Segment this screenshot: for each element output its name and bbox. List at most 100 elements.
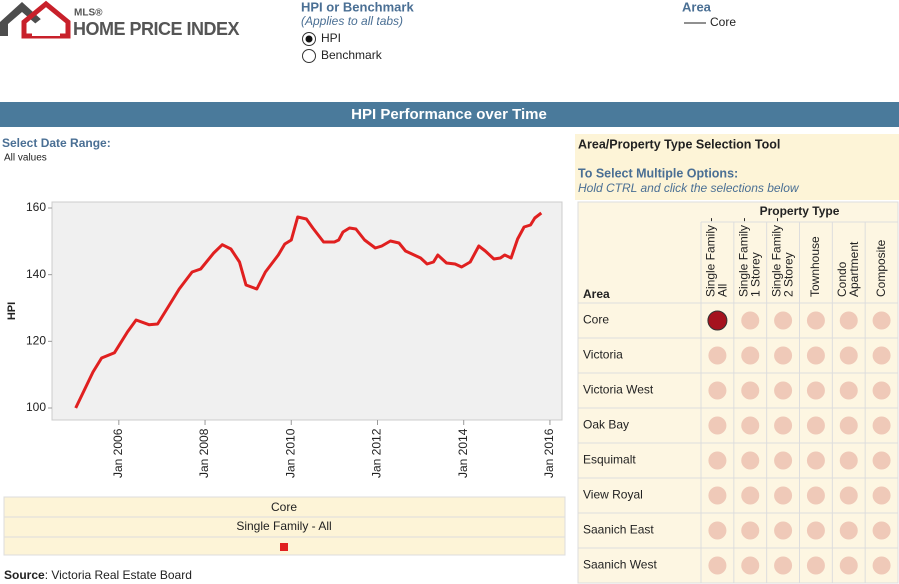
selection-dot[interactable] — [774, 346, 793, 365]
banner: HPI Performance over Time — [351, 106, 547, 123]
selection-dot[interactable] — [839, 556, 858, 575]
property-type[interactable]: Apartment — [847, 241, 861, 297]
area-name[interactable]: Core — [583, 313, 609, 327]
selection-dot[interactable] — [872, 346, 891, 365]
selection-dot[interactable] — [806, 451, 825, 470]
selection-dot[interactable] — [774, 486, 793, 505]
selection-dot[interactable] — [708, 346, 727, 365]
selection-dot[interactable] — [839, 346, 858, 365]
selection-dot[interactable] — [839, 451, 858, 470]
selection-dot[interactable] — [741, 346, 760, 365]
selection-dot[interactable] — [774, 311, 793, 330]
source-label: Source — [4, 568, 45, 582]
property-type[interactable]: Single Family - — [704, 218, 718, 297]
date-range-label: Select Date Range: — [2, 136, 111, 150]
banner-bar — [0, 102, 899, 127]
area-name[interactable]: Victoria West — [583, 383, 654, 397]
legend-area: Core — [271, 500, 297, 514]
selection-dot[interactable] — [708, 521, 727, 540]
y-tick-label: 100 — [26, 400, 46, 414]
selection-dot[interactable] — [774, 416, 793, 435]
selection-dot[interactable] — [708, 556, 727, 575]
x-tick-label: Jan 2014 — [456, 428, 470, 478]
y-tick-label: 120 — [26, 334, 46, 348]
column-group: Property Type — [760, 204, 840, 218]
x-tick-label: Jan 2016 — [542, 428, 556, 478]
selection-dot[interactable] — [741, 451, 760, 470]
selection-dot[interactable] — [708, 451, 727, 470]
selection-dot[interactable] — [708, 486, 727, 505]
selection-dot[interactable] — [741, 521, 760, 540]
property-type[interactable]: 1 Storey — [748, 252, 762, 297]
selector-header — [575, 134, 899, 200]
selection-dot[interactable] — [806, 416, 825, 435]
area-name[interactable]: Saanich West — [583, 558, 657, 572]
measure-note: (Applies to all tabs) — [301, 14, 403, 28]
selection-dot[interactable] — [741, 416, 760, 435]
selection-dot[interactable] — [806, 521, 825, 540]
selection-dot[interactable] — [872, 521, 891, 540]
selection-dot[interactable] — [839, 381, 858, 400]
selection-dot[interactable] — [774, 381, 793, 400]
y-axis-label: HPI — [6, 302, 18, 320]
property-type[interactable]: All — [716, 284, 730, 297]
property-type[interactable]: Single Family - — [736, 218, 750, 297]
selection-dot[interactable] — [707, 310, 728, 331]
property-type[interactable]: Condo — [835, 261, 849, 297]
radio[interactable] — [302, 49, 316, 63]
date-range-value: All values — [4, 153, 47, 164]
legend-property-type: Single Family - All — [236, 519, 331, 533]
line-series — [74, 211, 543, 409]
selection-dot[interactable] — [806, 486, 825, 505]
selection-dot[interactable] — [741, 381, 760, 400]
selection-dot[interactable] — [872, 416, 891, 435]
area-header: Area — [583, 287, 610, 301]
selection-dot[interactable] — [774, 451, 793, 470]
selection-dot[interactable] — [839, 311, 858, 330]
x-tick-label: Jan 2010 — [283, 428, 297, 478]
legend-swatch — [280, 543, 288, 551]
selection-dot[interactable] — [872, 311, 891, 330]
selection-dot[interactable] — [839, 416, 858, 435]
measure-title: HPI or Benchmark — [301, 0, 414, 14]
source-text: : Victoria Real Estate Board — [45, 568, 192, 582]
logo — [0, 0, 71, 39]
selection-dot[interactable] — [774, 556, 793, 575]
area-name[interactable]: Esquimalt — [583, 453, 636, 467]
selection-dot[interactable] — [872, 451, 891, 470]
product: HOME PRICE INDEX — [73, 19, 240, 39]
property-type[interactable]: 2 Storey — [781, 252, 795, 297]
selection-dot[interactable] — [872, 556, 891, 575]
selection-dot[interactable] — [708, 381, 727, 400]
instructions-title: To Select Multiple Options: — [578, 166, 738, 180]
property-type[interactable]: Composite — [874, 239, 888, 297]
property-type[interactable]: Single Family - — [769, 218, 783, 297]
source: Source: Victoria Real Estate Board — [4, 568, 192, 582]
area-name[interactable]: Oak Bay — [583, 418, 629, 432]
x-tick-label: Jan 2008 — [197, 428, 211, 478]
selection-dot[interactable] — [806, 556, 825, 575]
instructions: Hold CTRL and click the selections below — [578, 181, 800, 195]
selection-dot[interactable] — [806, 346, 825, 365]
radio-label[interactable]: Benchmark — [321, 48, 383, 62]
selection-dot[interactable] — [806, 311, 825, 330]
area-name[interactable]: View Royal — [583, 488, 643, 502]
property-type[interactable]: Townhouse — [808, 236, 822, 297]
selector-title: Area/Property Type Selection Tool — [578, 137, 780, 151]
selection-dot[interactable] — [774, 521, 793, 540]
selection-dot[interactable] — [806, 381, 825, 400]
selection-dot[interactable] — [741, 556, 760, 575]
radio-label[interactable]: HPI — [321, 31, 341, 45]
selection-dot[interactable] — [708, 416, 727, 435]
area-name[interactable]: Saanich East — [583, 523, 654, 537]
selection-dot[interactable] — [839, 486, 858, 505]
x-tick-label: Jan 2006 — [111, 428, 125, 478]
selection-dot[interactable] — [741, 311, 760, 330]
selection-dot[interactable] — [839, 521, 858, 540]
selection-dot[interactable] — [741, 486, 760, 505]
selection-dot[interactable] — [872, 381, 891, 400]
area-name[interactable]: Victoria — [583, 348, 623, 362]
plot-area — [51, 201, 563, 421]
selection-dot[interactable] — [872, 486, 891, 505]
